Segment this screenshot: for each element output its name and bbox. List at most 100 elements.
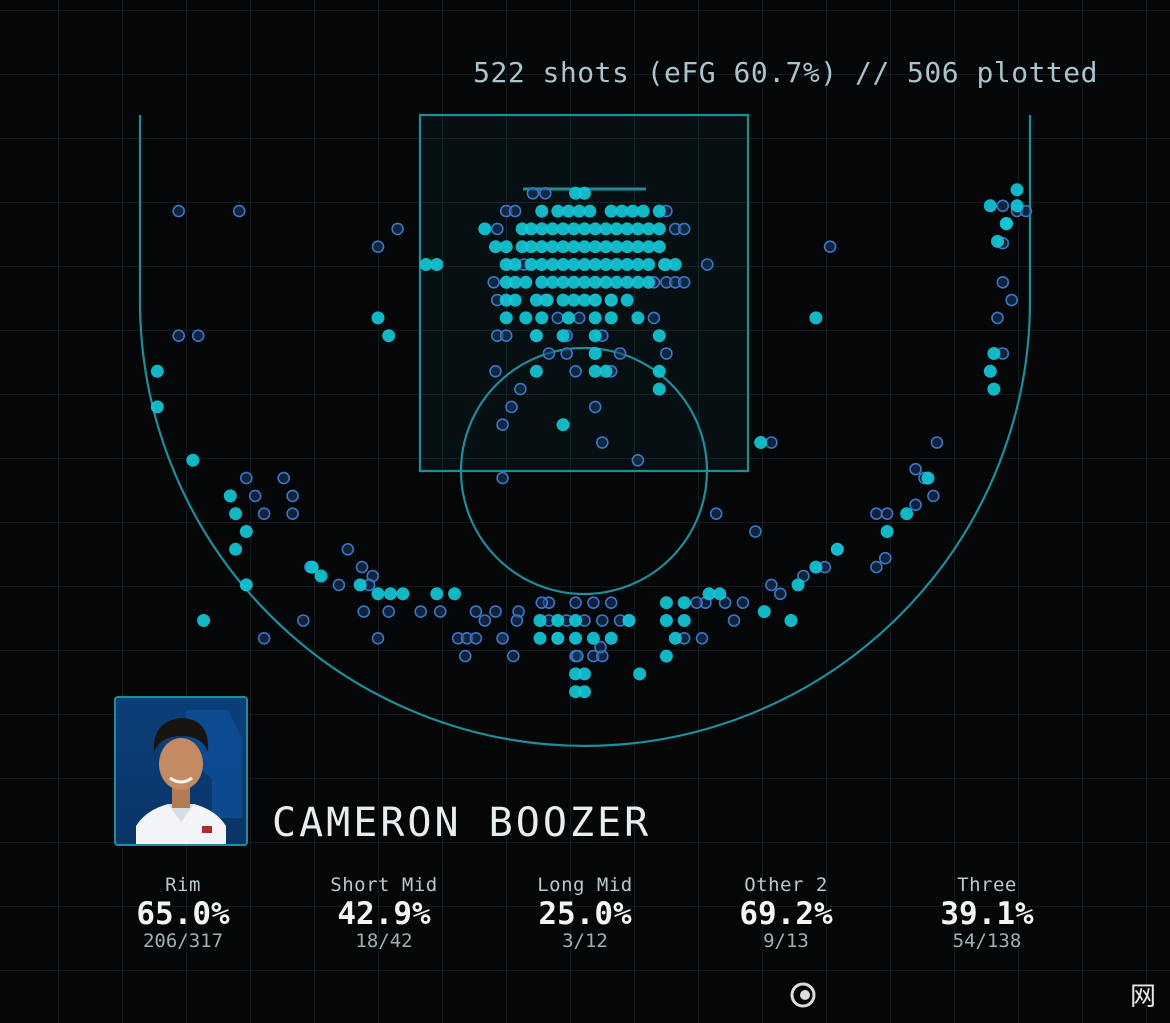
shot-made-9	[626, 204, 640, 218]
shot-made-74	[642, 275, 656, 289]
shot-missed-124	[257, 631, 271, 645]
shot-made-52	[599, 258, 613, 271]
zone-label: Long Mid	[537, 874, 633, 896]
shot-missed-117	[569, 596, 582, 610]
shot-missed-70	[880, 507, 894, 521]
shot-missed-3	[371, 240, 385, 253]
shot-made-89	[588, 311, 602, 325]
shot-made-6	[583, 204, 597, 218]
shot-made-117	[229, 507, 243, 521]
shot-summary: 522 shots (eFG 60.7%) // 506 plotted	[473, 56, 1098, 89]
zone-pct: 42.9%	[337, 896, 431, 932]
shot-missed-5	[996, 199, 1010, 213]
shot-missed-74	[878, 551, 892, 565]
shot-made-87	[535, 311, 549, 325]
shot-missed-19	[487, 275, 501, 289]
shot-missed-69	[870, 507, 883, 521]
shot-made-114	[150, 400, 164, 414]
shot-made-115	[186, 453, 200, 467]
shot-made-97	[809, 311, 823, 325]
zone-stat-three: Three 39.1% 54/138	[897, 874, 1077, 952]
shot-missed-29	[572, 311, 586, 325]
shot-missed-72	[749, 525, 762, 538]
shot-missed-116	[535, 596, 549, 610]
shot-made-95	[371, 311, 385, 325]
shot-made-73	[631, 275, 645, 289]
shot-made-98	[588, 347, 602, 360]
shot-made-104	[652, 382, 666, 396]
shot-missed-48	[765, 436, 778, 449]
shot-made-126	[900, 507, 914, 521]
player-headshot	[114, 696, 248, 846]
shot-missed-86	[765, 578, 778, 592]
shot-missed-36	[613, 347, 627, 360]
shot-missed-65	[909, 462, 922, 476]
shot-missed-13	[490, 222, 504, 236]
shot-made-88	[562, 311, 575, 325]
shot-made-84	[620, 293, 634, 307]
shot-made-64	[535, 275, 549, 289]
shot-made-124	[987, 382, 1001, 396]
shot-made-92	[529, 329, 543, 343]
shot-made-128	[830, 542, 844, 556]
shot-missed-75	[870, 560, 883, 574]
shot-made-132	[314, 569, 328, 583]
shot-missed-45	[588, 400, 602, 414]
shot-missed-30	[647, 311, 661, 325]
shot-made-32	[546, 240, 559, 254]
shot-made-46	[535, 258, 549, 271]
shot-made-85	[499, 311, 513, 325]
shot-made-33	[556, 240, 570, 254]
shot-made-119	[229, 542, 243, 556]
shot-made-49	[567, 258, 581, 271]
shot-made-82	[588, 293, 602, 307]
shot-made-152	[551, 631, 565, 645]
shot-made-130	[791, 578, 805, 592]
shot-made-1	[578, 186, 591, 200]
shot-made-17	[556, 222, 570, 236]
shot-made-13	[515, 222, 529, 236]
shot-made-79	[556, 293, 570, 307]
shot-made-53	[610, 258, 623, 271]
shot-made-91	[631, 311, 645, 325]
shot-missed-98	[478, 614, 492, 627]
shot-missed-32	[499, 329, 513, 343]
shot-made-21	[599, 222, 613, 236]
three-point-line	[138, 115, 1032, 748]
shot-made-100	[588, 364, 602, 378]
zone-stat-other-2: Other 2 69.2% 9/13	[696, 874, 876, 952]
shot-missed-28	[551, 311, 565, 325]
zone-label: Short Mid	[330, 874, 438, 896]
shot-made-16	[546, 222, 559, 236]
shot-missed-104	[595, 614, 609, 627]
shot-made-141	[677, 596, 691, 610]
free-throw-circle	[459, 346, 709, 596]
shot-missed-95	[469, 605, 483, 618]
shot-missed-119	[604, 596, 618, 610]
shot-made-90	[604, 311, 618, 325]
zone-stat-short-mid: Short Mid 42.9% 18/42	[294, 874, 474, 952]
shot-missed-49	[631, 453, 645, 467]
shot-made-86	[519, 311, 533, 325]
shot-made-80	[567, 293, 581, 307]
shot-made-19	[578, 222, 591, 236]
shot-missed-84	[357, 605, 371, 618]
shot-made-158	[569, 667, 583, 681]
shot-missed-88	[736, 596, 750, 610]
shot-missed-122	[695, 631, 709, 645]
shot-made-106	[754, 436, 768, 449]
shot-made-136	[396, 587, 410, 601]
shot-made-134	[371, 587, 385, 601]
shot-made-154	[586, 631, 600, 645]
shot-made-60	[430, 258, 444, 271]
shot-made-76	[508, 293, 522, 307]
shot-made-8	[615, 204, 629, 218]
shot-made-66	[556, 275, 570, 289]
shot-made-12	[478, 222, 492, 236]
player-name: CAMERON BOOZER	[272, 800, 652, 846]
zone-made: 18/42	[355, 930, 413, 952]
shot-made-20	[588, 222, 602, 236]
shot-made-81	[578, 293, 591, 307]
shot-missed-59	[277, 471, 291, 485]
